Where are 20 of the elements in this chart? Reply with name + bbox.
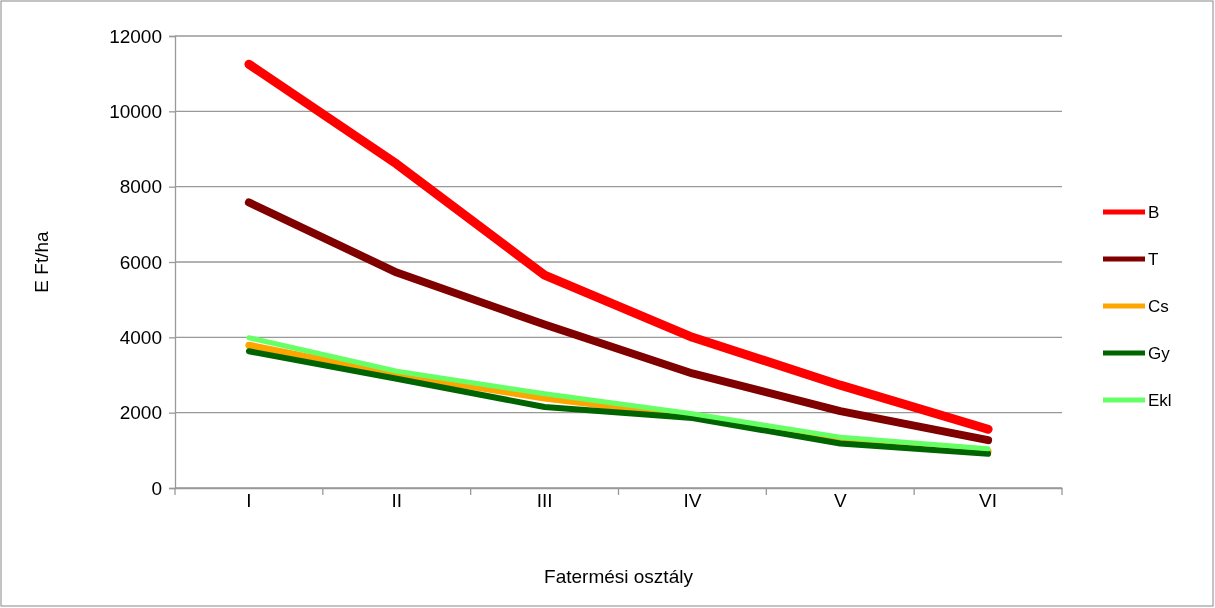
x-tick-label: III — [536, 490, 553, 511]
legend-label: T — [1148, 250, 1159, 269]
legend-label: B — [1148, 203, 1160, 222]
y-axis-title: E Ft/ha — [31, 230, 52, 293]
y-tick-label: 12000 — [109, 25, 162, 47]
x-tick-label: I — [246, 490, 252, 511]
x-tick-label: IV — [683, 490, 702, 511]
legend-label: Gy — [1148, 344, 1171, 363]
x-tick-label: II — [391, 490, 403, 511]
legend-label: Ekl — [1148, 391, 1172, 410]
y-tick-label: 10000 — [109, 100, 162, 122]
y-tick-label: 0 — [151, 477, 162, 499]
x-tick-label: VI — [979, 490, 998, 511]
y-tick-label: 8000 — [119, 176, 162, 198]
y-tick-label: 4000 — [119, 326, 162, 348]
x-tick-label: V — [833, 490, 847, 511]
y-tick-label: 2000 — [119, 402, 162, 424]
legend-label: Cs — [1148, 297, 1169, 316]
y-tick-label: 6000 — [119, 251, 162, 273]
x-axis-title: Fatermési osztály — [544, 566, 694, 587]
